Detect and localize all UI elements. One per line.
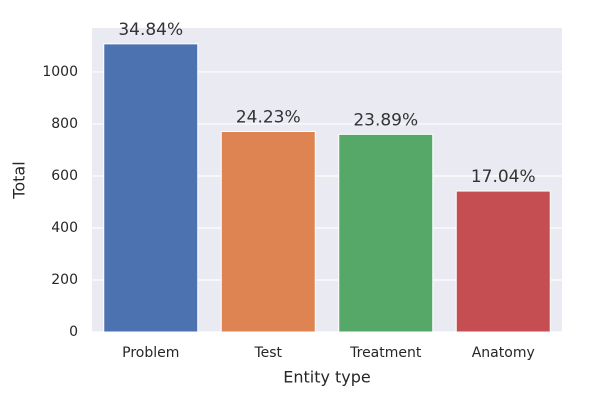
- x-tick-label: Treatment: [349, 345, 422, 361]
- bar-annotation: 23.89%: [353, 110, 418, 130]
- bar-annotation: 24.23%: [236, 108, 301, 128]
- x-tick-label: Anatomy: [472, 345, 535, 361]
- x-tick-label: Problem: [122, 345, 179, 361]
- bar-annotation: 17.04%: [471, 167, 536, 187]
- y-tick-label: 1000: [42, 64, 78, 80]
- bar: [338, 133, 434, 333]
- y-axis-label: Total: [10, 161, 29, 199]
- y-tick-label: 600: [51, 168, 78, 184]
- y-tick-label: 800: [51, 116, 78, 132]
- y-tick-label: 200: [51, 272, 78, 288]
- x-axis-label: Entity type: [283, 368, 371, 387]
- bar: [103, 43, 199, 333]
- bar: [455, 190, 551, 333]
- bar: [220, 131, 316, 333]
- y-tick-label: 0: [69, 324, 78, 340]
- x-tick-label: Test: [253, 345, 282, 361]
- bar-annotation: 34.84%: [118, 20, 183, 40]
- y-tick-label: 400: [51, 220, 78, 236]
